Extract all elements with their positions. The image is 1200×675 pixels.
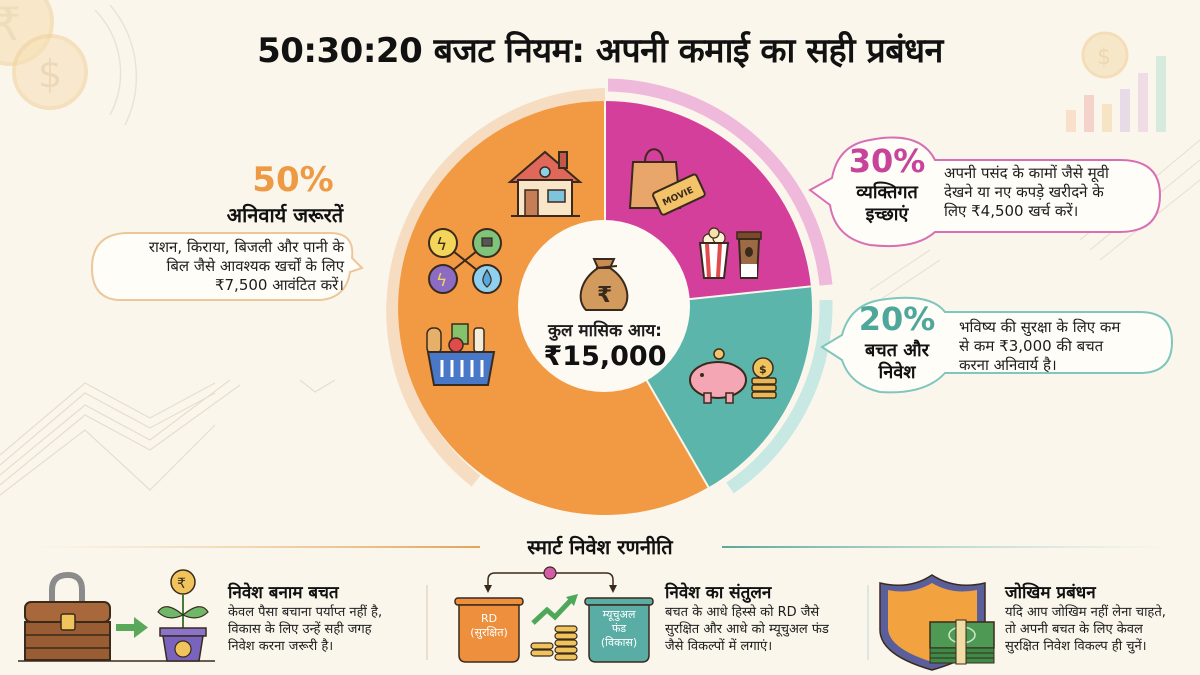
card-text-balance: बचत के आधे हिस्से को RD जैसे सुरक्षित और… bbox=[665, 605, 829, 654]
cash-bundle-icon bbox=[929, 619, 995, 665]
svg-text:ϟ: ϟ bbox=[436, 235, 447, 255]
savings-bubble bbox=[820, 296, 1174, 394]
savings-title: बचत और निवेश bbox=[864, 340, 929, 383]
page-title: 50:30:20 बजट नियम: अपनी कमाई का सही प्रब… bbox=[257, 31, 943, 71]
coin-stack-icon bbox=[530, 625, 578, 661]
grocery-basket-icon bbox=[426, 323, 496, 386]
outer-ring-savings bbox=[726, 299, 833, 494]
svg-text:ϟ: ϟ bbox=[436, 271, 447, 291]
card-title-risk: जोखिम प्रबंधन bbox=[1005, 583, 1096, 603]
treasure-chest-icon bbox=[18, 571, 215, 662]
wants-title: व्यक्तिगत इच्छाएं bbox=[856, 182, 918, 225]
card-text-invest-vs-save: केवल पैसा बचाना पर्याप्त नहीं है, विकास … bbox=[228, 605, 383, 654]
needs-percent: 50% bbox=[252, 160, 334, 200]
coffee-cup-icon bbox=[736, 231, 762, 279]
needs-bubble bbox=[90, 232, 364, 301]
mutual-fund-pot-label: म्यूचुअल फंड (विकास) bbox=[600, 608, 638, 649]
card-title-balance: निवेश का संतुलन bbox=[665, 583, 772, 603]
growth-arrow-icon bbox=[531, 594, 578, 625]
wants-bubble bbox=[808, 136, 1162, 248]
card-text-risk: यदि आप जोखिम नहीं लेना चाहते, तो अपनी बच… bbox=[1005, 605, 1166, 654]
coin-stack-icon: $ bbox=[751, 357, 777, 399]
rd-pot-icon bbox=[454, 566, 617, 663]
outer-ring-needs bbox=[386, 88, 606, 487]
rd-pot-label: RD (सुरक्षित) bbox=[470, 612, 508, 639]
house-icon bbox=[507, 150, 583, 217]
strategy-header: स्मार्ट निवेश रणनीति bbox=[527, 535, 673, 559]
svg-text:$: $ bbox=[1097, 45, 1111, 70]
svg-text:₹: ₹ bbox=[177, 576, 186, 592]
svg-text:₹: ₹ bbox=[0, 0, 21, 51]
savings-percent: 20% bbox=[858, 300, 936, 338]
total-income-label: कुल मासिक आय: bbox=[548, 321, 662, 341]
outer-ring-wants bbox=[607, 78, 833, 286]
svg-text:$: $ bbox=[759, 363, 767, 376]
movie-ticket-icon: MOVIE bbox=[652, 173, 706, 216]
coin-rupee-decoration-icon: ₹ bbox=[0, 0, 54, 66]
wants-percent: 30% bbox=[848, 142, 926, 180]
arrow-right-icon bbox=[116, 617, 148, 638]
svg-text:₹: ₹ bbox=[597, 283, 612, 308]
utilities-icon: ϟ ϟ bbox=[428, 228, 502, 294]
needs-title: अनिवार्य जरूरतें bbox=[226, 203, 344, 227]
savings-description: भविष्य की सुरक्षा के लिए कम से कम ₹3,000… bbox=[959, 318, 1121, 374]
card-title-invest-vs-save: निवेश बनाम बचत bbox=[228, 583, 339, 603]
total-income-value: ₹15,000 bbox=[543, 341, 667, 372]
mutual-fund-pot-icon bbox=[584, 597, 654, 663]
popcorn-icon bbox=[698, 227, 730, 279]
coin-dollar-decoration-icon: $ bbox=[12, 34, 88, 110]
bar-chart-decoration-icon bbox=[1066, 56, 1166, 132]
svg-text:$: $ bbox=[38, 52, 62, 96]
money-bag-rupee-icon: ₹ bbox=[579, 258, 629, 311]
needs-description: राशन, किराया, बिजली और पानी के बिल जैसे … bbox=[148, 238, 344, 294]
money-plant-icon: ₹ bbox=[157, 569, 209, 662]
coin-dollar-decoration-icon: $ bbox=[1081, 31, 1129, 79]
wants-description: अपनी पसंद के कामों जैसे मूवी देखने या नए… bbox=[944, 164, 1109, 220]
piggy-bank-icon bbox=[689, 348, 747, 404]
